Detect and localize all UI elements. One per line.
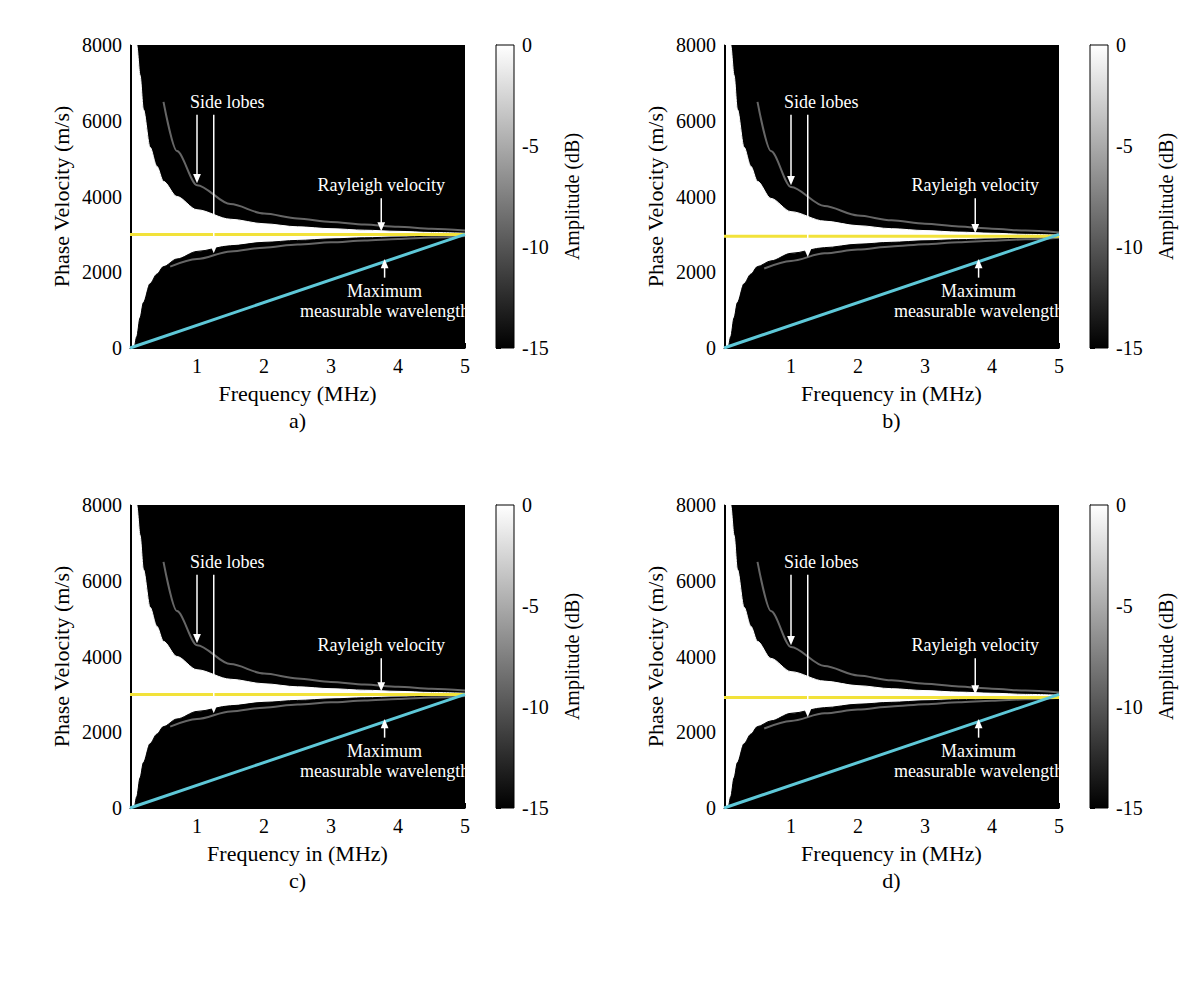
svg-text:0: 0 [706,337,716,359]
svg-text:-5: -5 [1116,135,1133,157]
svg-text:measurable wavelength: measurable wavelength [894,301,1063,321]
svg-text:0: 0 [1116,34,1126,56]
svg-text:2: 2 [259,355,269,377]
svg-text:-10: -10 [522,696,549,718]
svg-text:6000: 6000 [82,570,122,592]
svg-text:d): d) [882,868,900,893]
svg-text:8000: 8000 [676,494,716,516]
svg-text:-5: -5 [1116,595,1133,617]
svg-text:4000: 4000 [82,186,122,208]
svg-text:Amplitude (dB): Amplitude (dB) [561,593,584,720]
svg-text:0: 0 [112,797,122,819]
svg-text:0: 0 [112,337,122,359]
svg-text:0: 0 [706,797,716,819]
svg-text:-5: -5 [522,135,539,157]
svg-text:2000: 2000 [82,721,122,743]
svg-text:6000: 6000 [676,570,716,592]
svg-text:6000: 6000 [676,110,716,132]
svg-text:0: 0 [522,494,532,516]
svg-text:8000: 8000 [676,34,716,56]
svg-text:5: 5 [460,815,470,837]
svg-text:Side lobes: Side lobes [784,552,859,572]
svg-text:Amplitude (dB): Amplitude (dB) [1155,133,1178,260]
svg-text:Side lobes: Side lobes [190,92,265,112]
svg-text:Phase Velocity (m/s): Phase Velocity (m/s) [49,106,74,288]
svg-text:3: 3 [326,815,336,837]
svg-text:4000: 4000 [676,646,716,668]
svg-text:6000: 6000 [82,110,122,132]
svg-text:Rayleigh velocity: Rayleigh velocity [318,635,445,655]
svg-text:-10: -10 [522,236,549,258]
svg-text:Amplitude (dB): Amplitude (dB) [1155,593,1178,720]
svg-text:3: 3 [326,355,336,377]
svg-text:Frequency in (MHz): Frequency in (MHz) [801,841,982,866]
svg-text:-15: -15 [522,797,549,819]
svg-text:1: 1 [786,815,796,837]
svg-text:Frequency in (MHz): Frequency in (MHz) [207,841,388,866]
svg-text:b): b) [882,408,900,433]
svg-text:5: 5 [1054,815,1064,837]
svg-text:measurable wavelength: measurable wavelength [894,761,1063,781]
svg-text:3: 3 [920,355,930,377]
svg-text:Frequency in (MHz): Frequency in (MHz) [801,381,982,406]
svg-text:2: 2 [259,815,269,837]
svg-text:Rayleigh velocity: Rayleigh velocity [318,175,445,195]
svg-text:Phase Velocity (m/s): Phase Velocity (m/s) [643,566,668,748]
svg-text:-10: -10 [1116,236,1143,258]
svg-text:4: 4 [393,815,403,837]
svg-text:Maximum: Maximum [347,281,422,301]
svg-text:Maximum: Maximum [347,741,422,761]
svg-text:Amplitude (dB): Amplitude (dB) [561,133,584,260]
svg-text:2000: 2000 [676,721,716,743]
svg-text:8000: 8000 [82,34,122,56]
svg-text:2000: 2000 [82,261,122,283]
svg-text:5: 5 [1054,355,1064,377]
svg-text:Rayleigh velocity: Rayleigh velocity [912,175,1039,195]
svg-text:4: 4 [987,815,997,837]
svg-text:2: 2 [853,815,863,837]
svg-text:0: 0 [522,34,532,56]
svg-text:Frequency (MHz): Frequency (MHz) [218,381,376,406]
svg-text:3: 3 [920,815,930,837]
svg-text:c): c) [289,868,306,893]
svg-text:-5: -5 [522,595,539,617]
svg-text:4000: 4000 [82,646,122,668]
svg-text:Phase Velocity (m/s): Phase Velocity (m/s) [49,566,74,748]
svg-text:-15: -15 [1116,797,1143,819]
svg-text:2: 2 [853,355,863,377]
svg-text:measurable wavelength: measurable wavelength [300,761,469,781]
svg-text:-10: -10 [1116,696,1143,718]
svg-text:2000: 2000 [676,261,716,283]
svg-text:Side lobes: Side lobes [784,92,859,112]
svg-text:Maximum: Maximum [941,281,1016,301]
svg-text:0: 0 [1116,494,1126,516]
svg-text:-15: -15 [1116,337,1143,359]
svg-text:5: 5 [460,355,470,377]
svg-text:a): a) [289,408,306,433]
svg-text:Maximum: Maximum [941,741,1016,761]
svg-text:measurable wavelength: measurable wavelength [300,301,469,321]
svg-text:1: 1 [192,815,202,837]
svg-text:4000: 4000 [676,186,716,208]
svg-text:Rayleigh velocity: Rayleigh velocity [912,635,1039,655]
svg-text:4: 4 [393,355,403,377]
svg-text:1: 1 [192,355,202,377]
svg-text:Phase Velocity (m/s): Phase Velocity (m/s) [643,106,668,288]
svg-text:-15: -15 [522,337,549,359]
svg-text:8000: 8000 [82,494,122,516]
svg-text:1: 1 [786,355,796,377]
svg-text:4: 4 [987,355,997,377]
svg-text:Side lobes: Side lobes [190,552,265,572]
